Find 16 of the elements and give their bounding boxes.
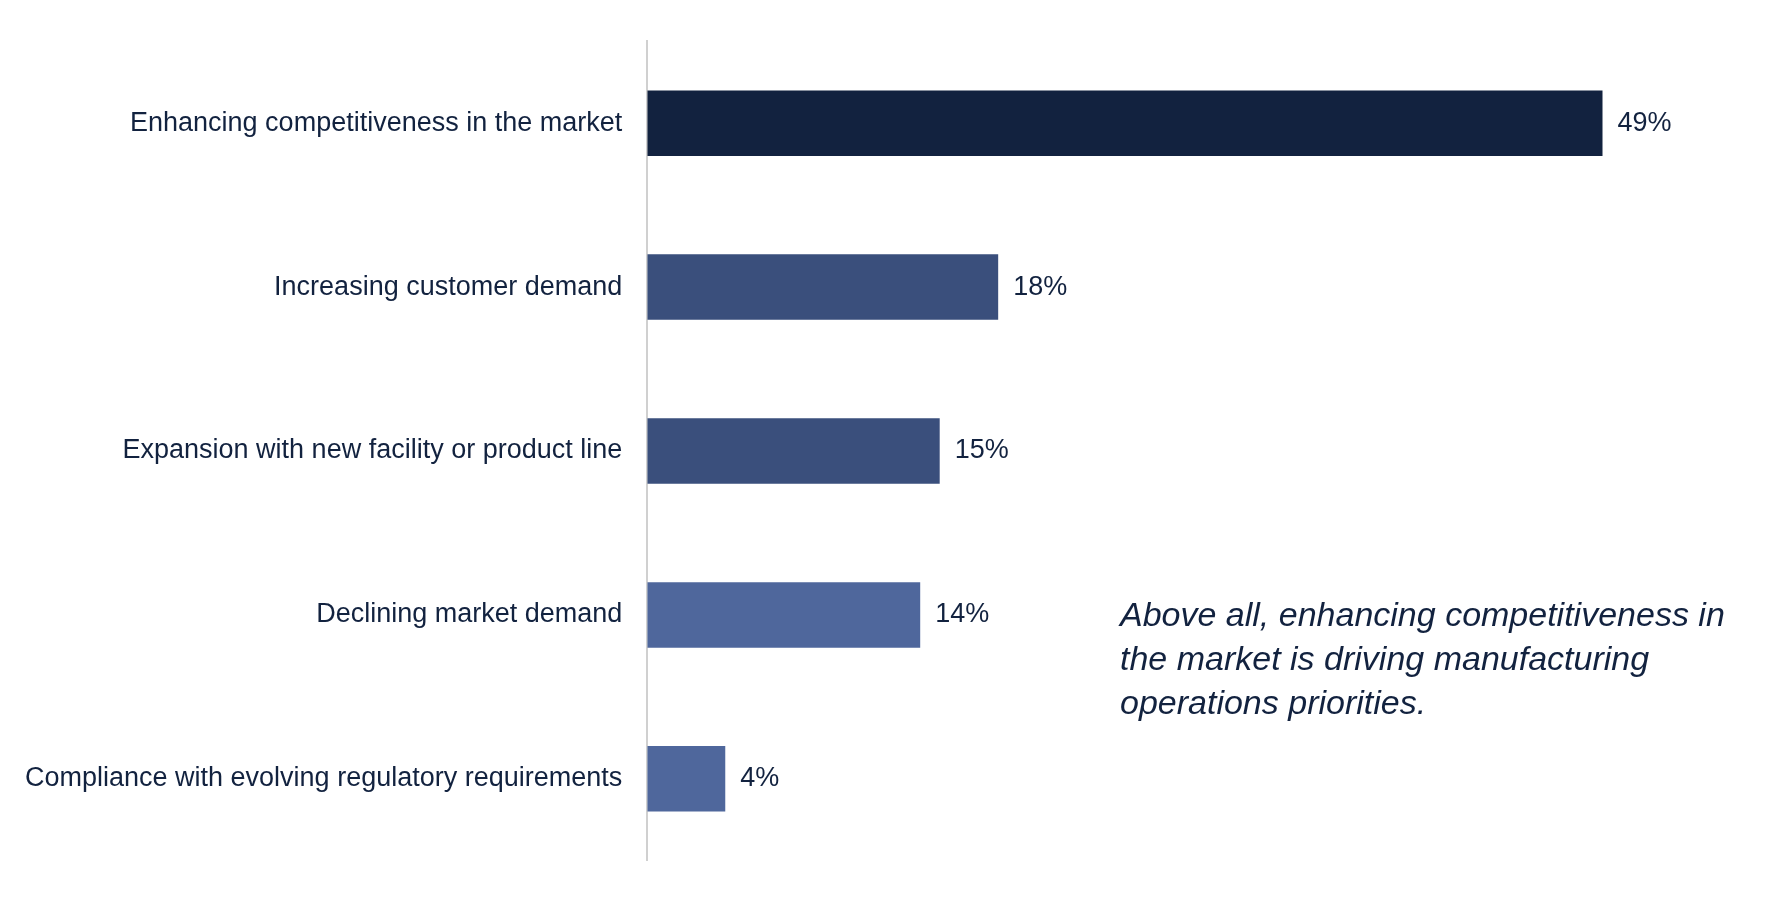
bar <box>647 90 1603 156</box>
y-tick-label: Enhancing competitiveness in the market <box>130 106 623 137</box>
data-label: 15% <box>954 434 1009 465</box>
data-label: 18% <box>1013 270 1068 301</box>
bar <box>647 746 726 812</box>
data-label: 14% <box>935 598 990 629</box>
annotation: Above all, enhancing competitiveness in the market is driving manufacturing operations priorities. <box>1120 594 1726 723</box>
y-tick-label: Expansion with new facility or product line <box>122 434 623 465</box>
data-label: 49% <box>1617 106 1672 137</box>
bar <box>647 254 999 320</box>
y-tick-label: Compliance with evolving regulatory requirements <box>24 762 623 793</box>
data-label: 4% <box>740 762 780 793</box>
bar <box>647 418 940 484</box>
y-tick-label: Declining market demand <box>316 598 623 629</box>
bar <box>647 582 921 648</box>
y-tick-label: Increasing customer demand <box>274 270 623 301</box>
